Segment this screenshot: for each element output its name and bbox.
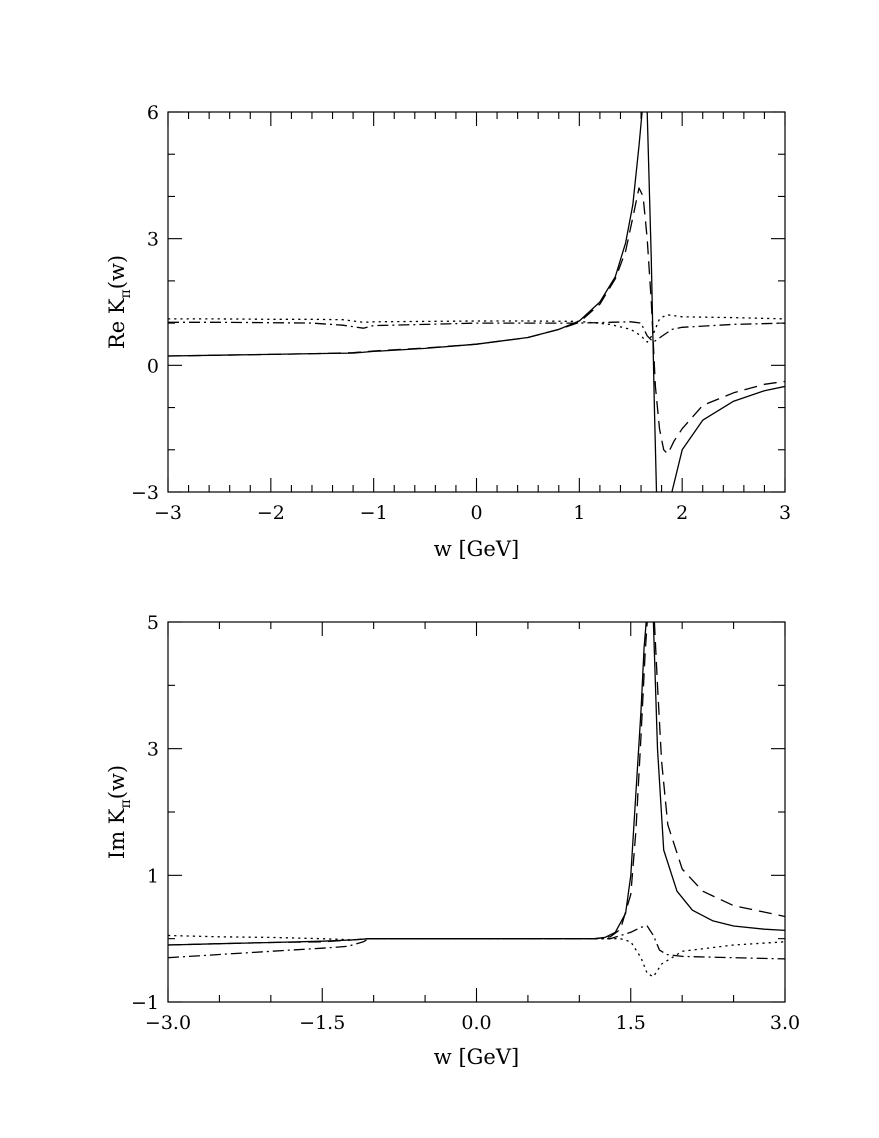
x-tick-label: −2 — [257, 502, 285, 524]
series-dotted-line — [168, 934, 785, 978]
y-axis-title: Re Kπ(w) — [105, 255, 134, 349]
x-tick-label: 0 — [470, 502, 482, 524]
y-tick-label: 3 — [147, 739, 159, 761]
x-axis-title: w [GeV] — [434, 537, 519, 561]
series-dash-dot-line — [168, 925, 785, 960]
im-k-pi-panel: −3.0 −1.5 0.0 1.5 3.0 −1 1 3 5 w [GeV] Im Kπ(w) — [105, 612, 800, 1069]
series-solid-line — [671, 385, 785, 492]
x-tick-label: −1.5 — [299, 1012, 345, 1034]
x-tick-label: −3 — [154, 502, 182, 524]
series-solid-line — [168, 112, 643, 357]
y-axis-title-main: Im K — [105, 808, 129, 859]
x-tick-label: 1 — [573, 502, 585, 524]
curves — [168, 622, 785, 978]
y-tick-label: 0 — [147, 355, 159, 377]
y-tick-label: −3 — [131, 482, 159, 504]
y-axis-title-subscript: π — [118, 289, 134, 298]
series-dotted-line — [168, 314, 785, 343]
y-axis-title-tail: (w) — [105, 765, 129, 799]
series-dashed-line — [168, 187, 785, 455]
y-tick-label: 3 — [147, 229, 159, 251]
y-axis-title: Im Kπ(w) — [105, 765, 134, 859]
x-tick-label: −3.0 — [145, 1012, 191, 1034]
y-tick-label: 5 — [147, 612, 159, 634]
series-dash-dot-line — [168, 321, 785, 343]
x-tick-label: 0.0 — [461, 1012, 491, 1034]
y-tick-label: −1 — [131, 992, 159, 1014]
plot-frame — [167, 621, 786, 1003]
x-tick-label: −1 — [360, 502, 388, 524]
curves — [168, 112, 785, 492]
x-tick-label: 3 — [779, 502, 791, 524]
y-tick-label: 1 — [147, 865, 159, 887]
series-dashed-line — [168, 622, 648, 946]
x-tick-label: 1.5 — [616, 1012, 646, 1034]
y-tick-label: 6 — [147, 102, 159, 124]
x-tick-label: 2 — [676, 502, 688, 524]
re-k-pi-panel: −3 −2 −1 0 1 2 3 −3 0 3 6 w [GeV] Re Kπ(w) — [105, 102, 791, 561]
y-axis-title-subscript: π — [118, 799, 134, 808]
x-axis-title: w [GeV] — [434, 1045, 519, 1069]
series-solid-line — [168, 622, 647, 946]
y-axis-title-tail: (w) — [105, 255, 129, 289]
y-axis-title-main: Re K — [105, 298, 129, 349]
series-solid-line — [652, 622, 785, 932]
series-dashed-line — [653, 622, 785, 918]
x-tick-label: 3.0 — [770, 1012, 800, 1034]
